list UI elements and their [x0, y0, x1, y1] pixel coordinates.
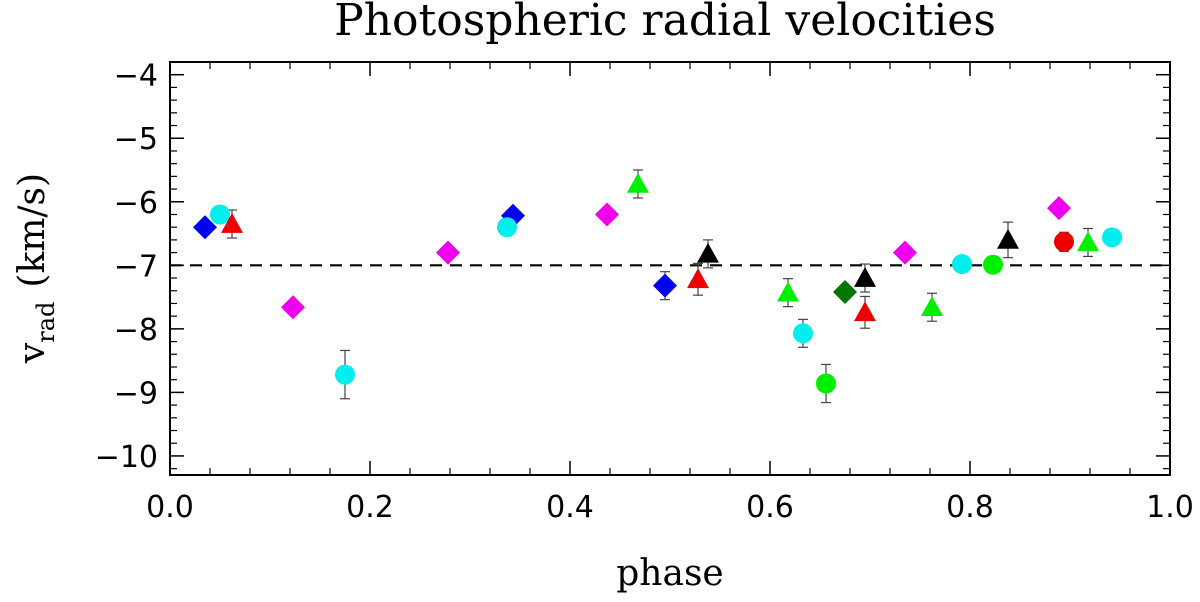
- svg-text:vrad(km/s): vrad (km/s): [12, 173, 60, 364]
- y-axis-label-main: v: [12, 342, 53, 364]
- green-triangle-point: [1077, 231, 1099, 252]
- data-markers: [193, 172, 1122, 394]
- magenta-diamond-point: [436, 240, 460, 265]
- axis-tick-labels: 0.0 0.2 0.4 0.6 0.8 1.0 −10 −9 −8 −7 −6 −5 −4: [95, 59, 1194, 525]
- y-tick-label: −4: [114, 59, 158, 94]
- y-tick-label: −6: [114, 186, 158, 221]
- red-circle-point: [1054, 231, 1074, 252]
- black-triangle-point: [997, 228, 1019, 249]
- y-tick-label: −5: [114, 122, 158, 157]
- x-tick-label: 1.0: [1146, 490, 1194, 525]
- magenta-diamond-point: [893, 240, 917, 265]
- cyan-circle-point: [1102, 227, 1122, 248]
- red-triangle-point: [854, 301, 876, 322]
- y-axis-label-subscript: rad: [32, 302, 60, 343]
- magenta-diamond-point: [595, 202, 619, 227]
- darkgreen-diamond-point: [833, 280, 857, 305]
- green-triangle-point: [627, 172, 649, 193]
- green-triangle-point: [777, 281, 799, 302]
- cyan-circle-point: [952, 254, 972, 275]
- x-tick-label: 0.6: [746, 490, 794, 525]
- blue-diamond-point: [193, 215, 217, 240]
- blue-diamond-point: [653, 273, 677, 298]
- y-tick-label: −9: [114, 376, 158, 411]
- magenta-diamond-point: [1047, 196, 1071, 221]
- cyan-circle-point: [210, 204, 230, 225]
- green-circle-point: [816, 373, 836, 394]
- magenta-diamond-point: [281, 295, 305, 320]
- black-triangle-point: [697, 242, 719, 263]
- plot-frame: [169, 61, 1171, 476]
- black-triangle-point: [854, 267, 876, 287]
- x-axis-label: phase: [616, 553, 723, 594]
- y-tick-label: −8: [114, 313, 158, 348]
- y-tick-label: −10: [95, 440, 158, 475]
- cyan-circle-point: [793, 323, 813, 344]
- x-tick-label: 0.4: [546, 490, 594, 525]
- plot-border: [169, 61, 1171, 476]
- cyan-circle-point: [335, 364, 355, 385]
- y-axis-label: vrad (km/s): [12, 173, 60, 364]
- red-triangle-point: [687, 268, 709, 289]
- x-tick-label: 0.2: [346, 490, 394, 525]
- axis-ticks: [169, 62, 1171, 475]
- green-triangle-point: [921, 296, 943, 317]
- chart-title: Photospheric radial velocities: [334, 0, 996, 46]
- y-tick-label: −7: [114, 249, 158, 284]
- green-circle-point: [983, 254, 1003, 275]
- red-triangle-point: [221, 213, 243, 233]
- y-axis-label-unit: (km/s): [12, 173, 53, 288]
- cyan-circle-point: [497, 217, 517, 238]
- x-tick-label: 0.0: [146, 490, 194, 525]
- x-tick-label: 0.8: [946, 490, 994, 525]
